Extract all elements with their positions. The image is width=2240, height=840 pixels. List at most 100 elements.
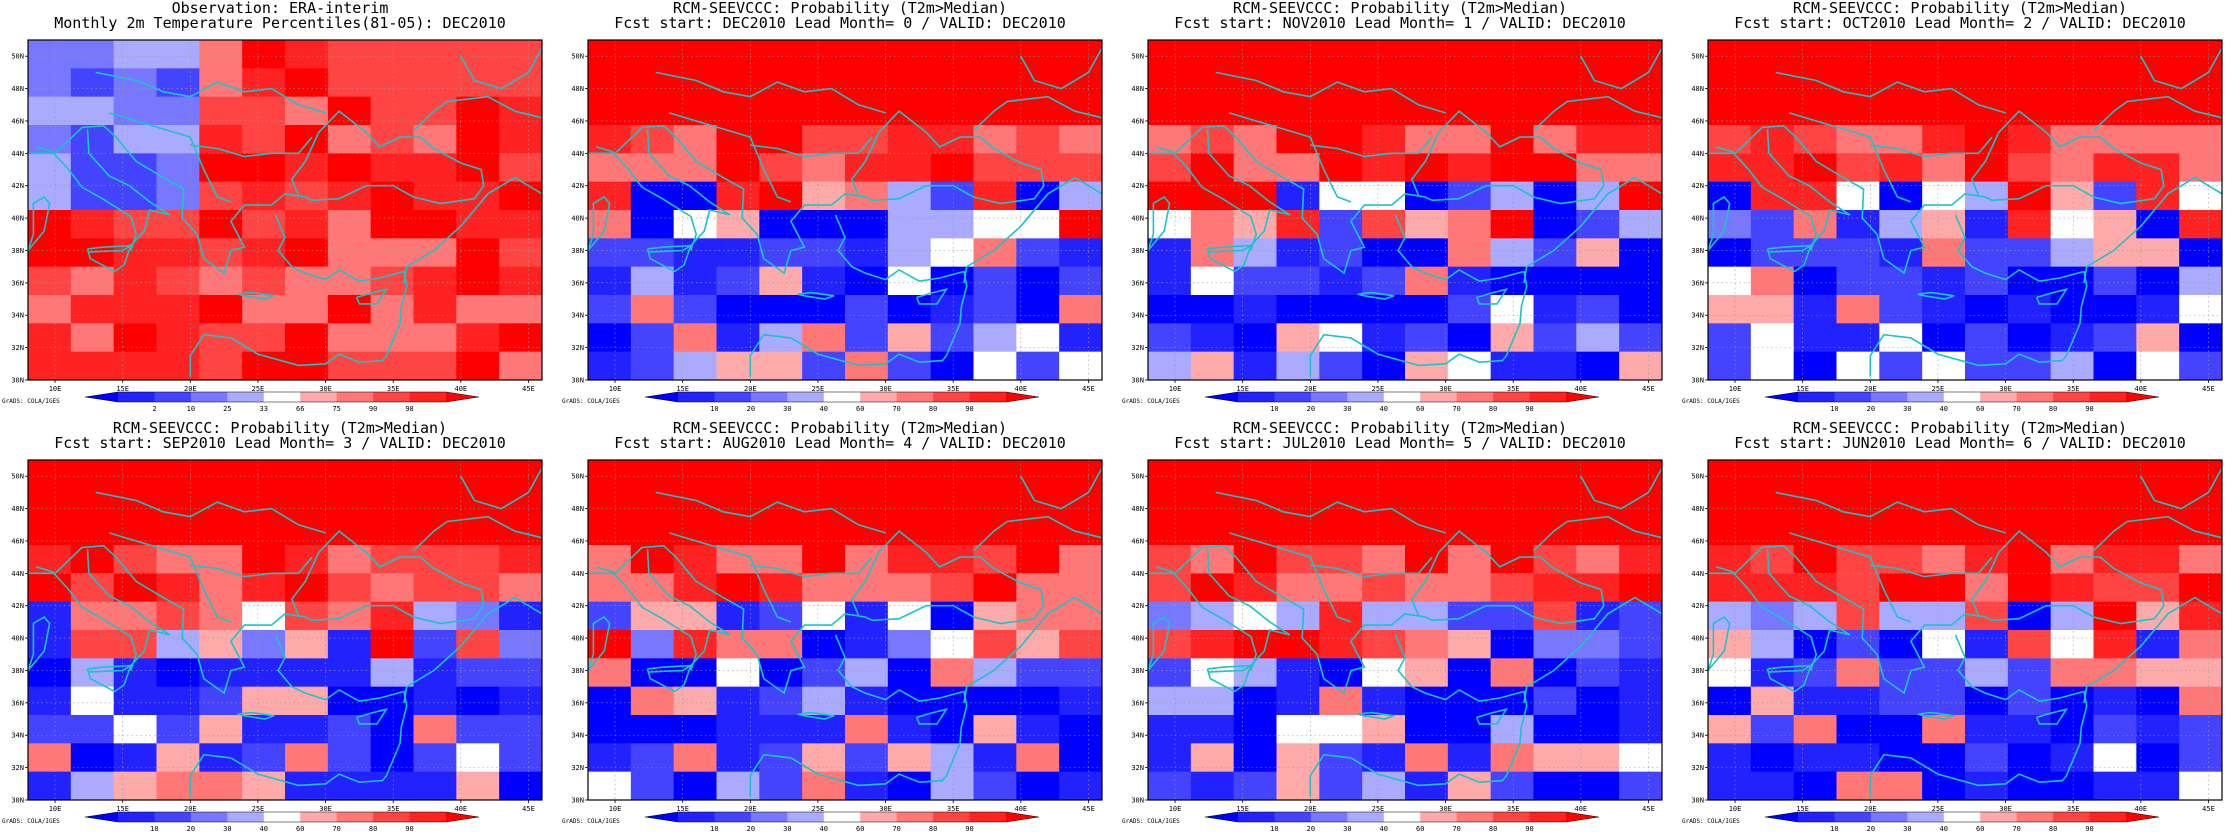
grid-cell (2093, 153, 2137, 183)
grid-cell (588, 573, 632, 603)
colorbar-segment (1347, 392, 1385, 402)
coastline (1309, 214, 1528, 377)
grid-cell (499, 488, 543, 518)
grid-cell (28, 351, 72, 381)
grid-cell (2007, 40, 2052, 69)
grid-cell (1879, 153, 1923, 183)
grid-cell (113, 658, 157, 688)
grid-cell (28, 210, 72, 239)
colorbar-segment (1347, 812, 1385, 822)
coastline (189, 214, 408, 377)
colorbar-arrow-left (85, 812, 118, 822)
grid-cell (113, 266, 157, 296)
lon-tick-label: 20E (184, 385, 197, 393)
grid-cell (973, 68, 1017, 98)
grid-cell (1793, 125, 1837, 154)
coastline (646, 244, 692, 273)
grid-cell (156, 686, 200, 716)
grid-cell (1750, 210, 1795, 239)
lat-tick-label: 40N (1131, 215, 1144, 223)
colorbar-segment (933, 392, 970, 402)
grid-cell (1750, 488, 1795, 518)
coastline (1155, 566, 1258, 671)
grid-cell (1708, 40, 1752, 69)
grid-cell (1490, 238, 1534, 268)
coastline (1532, 95, 1662, 132)
grid-cell (1708, 266, 1752, 296)
grid-cell (199, 295, 243, 324)
grid-cell (456, 715, 500, 744)
grid-cell (1016, 630, 1060, 659)
coastline (1310, 556, 1433, 578)
lon-tick-label: 40E (455, 805, 468, 813)
coastline (1708, 530, 2165, 695)
grid-cell (327, 545, 372, 574)
grid-cell (1922, 125, 1966, 154)
grid-cell (630, 295, 675, 324)
lon-tick-label: 25E (1372, 385, 1385, 393)
lat-tick-label: 32N (11, 764, 24, 772)
grid-cell (113, 40, 157, 69)
colorbar-label: 10 (187, 405, 195, 413)
grid-cell (673, 295, 717, 324)
grid-cell (1059, 771, 1103, 801)
grid-cell (1405, 771, 1449, 801)
grid-cell (1965, 630, 2009, 659)
grid-cell (1533, 40, 1577, 69)
grid-cell (1059, 210, 1103, 239)
grid-cell (2179, 488, 2223, 518)
grid-cell (2179, 573, 2223, 603)
lon-tick-label: 15E (1236, 385, 1249, 393)
grid-cell (2136, 68, 2180, 98)
coastline (1155, 146, 1258, 251)
grid-cell (2136, 771, 2180, 801)
grid-cell (1490, 658, 1534, 688)
grid-cell (588, 295, 632, 324)
lon-tick-label: 25E (252, 805, 265, 813)
grid-cell (716, 630, 760, 659)
grads-credit: GrADS: COLA/IGES (562, 818, 620, 825)
colorbar-segment (118, 392, 155, 402)
colorbar-label: 20 (747, 405, 755, 413)
colorbar-label: 40 (1380, 825, 1388, 833)
colorbar-label: 90 (1525, 825, 1533, 833)
grid-cell (588, 125, 632, 154)
grid-cell (1965, 210, 2009, 239)
grid-cell (413, 181, 457, 211)
grid-cell (887, 351, 932, 381)
coastline (595, 566, 698, 671)
coastline (1148, 110, 1605, 275)
colorbar-segment (787, 392, 825, 402)
grid-cell (1405, 601, 1449, 631)
colorbar-segment (1310, 392, 1348, 402)
grid-cell (716, 658, 760, 688)
colorbar-label: 70 (2012, 825, 2020, 833)
grid-cell (1793, 488, 1837, 518)
grid-cell (1016, 238, 1060, 268)
coastline (403, 176, 542, 284)
grid-cell (1922, 40, 1966, 69)
grid-cell (199, 601, 243, 631)
colorbar (85, 811, 479, 823)
coastline (1870, 136, 1993, 158)
grid-cell (2050, 488, 2094, 518)
grid-cell (673, 351, 717, 381)
grid-cell (1750, 40, 1795, 69)
grid-cell (242, 125, 286, 154)
grid-cell (2050, 68, 2094, 98)
grid-cell (1233, 238, 1277, 268)
colorbar-label: 90 (2085, 825, 2093, 833)
grid-cell (499, 573, 543, 603)
grid-cell (2050, 771, 2094, 801)
grid-cell (1490, 630, 1534, 659)
grid-cell (2007, 545, 2052, 574)
coastline (1869, 214, 2088, 377)
grid-cell (1793, 715, 1837, 744)
grid-cell (413, 210, 457, 239)
colorbar-segment (409, 392, 447, 402)
coastline (190, 556, 313, 578)
grid-cell (716, 488, 760, 518)
coastline (189, 634, 408, 797)
grid-cell (2007, 771, 2052, 801)
grid-cell (2093, 181, 2137, 211)
